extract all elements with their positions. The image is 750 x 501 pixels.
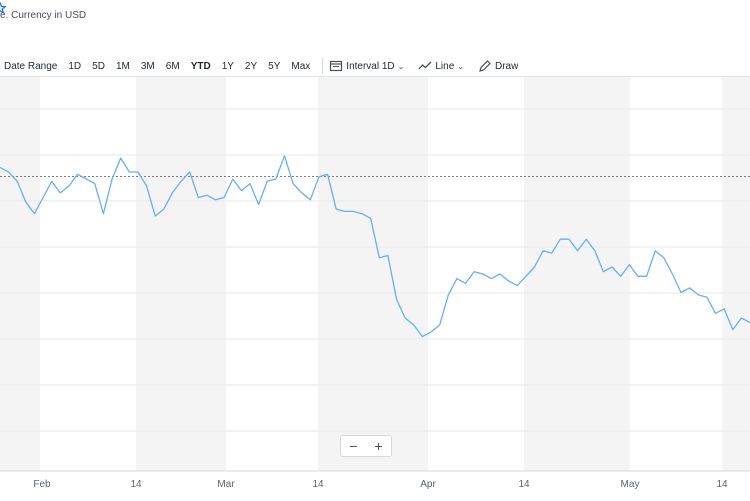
x-tick-label: Apr xyxy=(420,479,436,490)
line-chart-icon xyxy=(418,59,432,73)
x-tick-label: 14 xyxy=(518,479,530,490)
shaded-band xyxy=(524,77,630,471)
range-2y-label: 2Y xyxy=(245,61,257,72)
x-tick-label: Mar xyxy=(217,479,235,490)
currency-note: e. Currency in USD xyxy=(0,10,86,26)
zoom-in-button[interactable]: + xyxy=(374,437,382,455)
chart-type-label: Line xyxy=(435,61,454,72)
range-3m-label: 3M xyxy=(141,61,155,72)
range-5d-label: 5D xyxy=(92,61,105,72)
chart-area[interactable]: Feb 14 Mar 14 Apr 14 May 14 − + xyxy=(0,76,750,501)
chevron-down-icon: ⌄ xyxy=(457,62,464,71)
shaded-band xyxy=(0,77,40,471)
x-tick-label: May xyxy=(621,479,640,490)
shaded-band xyxy=(136,77,226,471)
calendar-icon xyxy=(329,59,343,73)
date-range-label: Date Range xyxy=(4,61,57,72)
toolbar-divider xyxy=(322,58,323,74)
interval-label: Interval xyxy=(346,61,379,72)
shaded-band xyxy=(722,77,750,471)
range-1d-label: 1D xyxy=(68,61,81,72)
range-5y-label: 5Y xyxy=(268,61,280,72)
shaded-band xyxy=(318,77,428,471)
range-6m-label: 6M xyxy=(166,61,180,72)
range-ytd-label: YTD xyxy=(191,61,211,72)
pencil-icon xyxy=(478,59,492,73)
x-tick-label: 14 xyxy=(312,479,324,490)
x-tick-label: 14 xyxy=(130,479,142,490)
x-tick-label: 14 xyxy=(716,479,728,490)
x-tick-label: Feb xyxy=(33,479,51,490)
zoom-controls: − + xyxy=(340,435,392,457)
range-1y-label: 1Y xyxy=(222,61,234,72)
star-outline-icon[interactable] xyxy=(0,2,6,14)
range-max-label: Max xyxy=(291,61,310,72)
interval-value: 1D xyxy=(382,61,395,72)
draw-label: Draw xyxy=(495,61,518,72)
zoom-out-button[interactable]: − xyxy=(349,437,357,455)
chevron-down-icon: ⌄ xyxy=(398,62,405,71)
range-1m-label: 1M xyxy=(116,61,130,72)
currency-note-text: e. Currency in USD xyxy=(0,10,86,21)
